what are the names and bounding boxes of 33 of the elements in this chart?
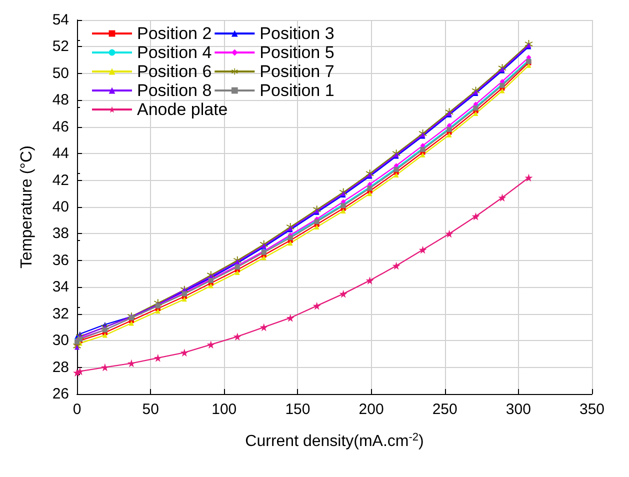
x-tick-label: 200 bbox=[358, 401, 384, 418]
y-tick-label: 52 bbox=[52, 38, 69, 56]
legend-label: Position 8 bbox=[137, 81, 212, 100]
y-tick-label: 30 bbox=[52, 332, 69, 350]
legend-label: Position 2 bbox=[137, 24, 212, 43]
legend-label: Position 5 bbox=[260, 43, 334, 62]
x-tick-label: 0 bbox=[72, 401, 82, 418]
legend-label: Position 1 bbox=[260, 81, 334, 100]
x-tick-label: 50 bbox=[142, 401, 159, 418]
y-tick-label: 44 bbox=[52, 145, 69, 162]
y-tick-label: 46 bbox=[52, 118, 69, 136]
legend-label: Position 4 bbox=[137, 43, 212, 62]
y-tick-label: 40 bbox=[52, 198, 69, 216]
y-tick-label: 28 bbox=[52, 358, 69, 376]
x-tick-label: 250 bbox=[432, 401, 458, 418]
x-tick-label: 300 bbox=[506, 401, 531, 418]
y-tick-label: 48 bbox=[52, 92, 69, 109]
x-tick-label: 350 bbox=[579, 401, 605, 418]
y-axis-title: Temperature (°C) bbox=[18, 146, 36, 268]
y-tick-label: 32 bbox=[52, 305, 69, 322]
x-tick-label: 100 bbox=[212, 401, 237, 418]
legend-label: Anode plate bbox=[137, 100, 228, 119]
y-tick-label: 50 bbox=[52, 64, 69, 82]
legend-label: Position 3 bbox=[260, 24, 334, 43]
legend-label: Position 7 bbox=[260, 62, 334, 81]
y-tick-label: 54 bbox=[52, 12, 69, 28]
y-tick-label: 42 bbox=[52, 172, 69, 189]
y-tick-label: 36 bbox=[52, 252, 69, 269]
y-tick-label: 38 bbox=[52, 225, 69, 242]
legend-label: Position 6 bbox=[137, 62, 212, 81]
y-tick-label: 34 bbox=[52, 278, 69, 296]
y-tick-label: 26 bbox=[52, 386, 69, 402]
x-tick-label: 150 bbox=[285, 401, 310, 418]
